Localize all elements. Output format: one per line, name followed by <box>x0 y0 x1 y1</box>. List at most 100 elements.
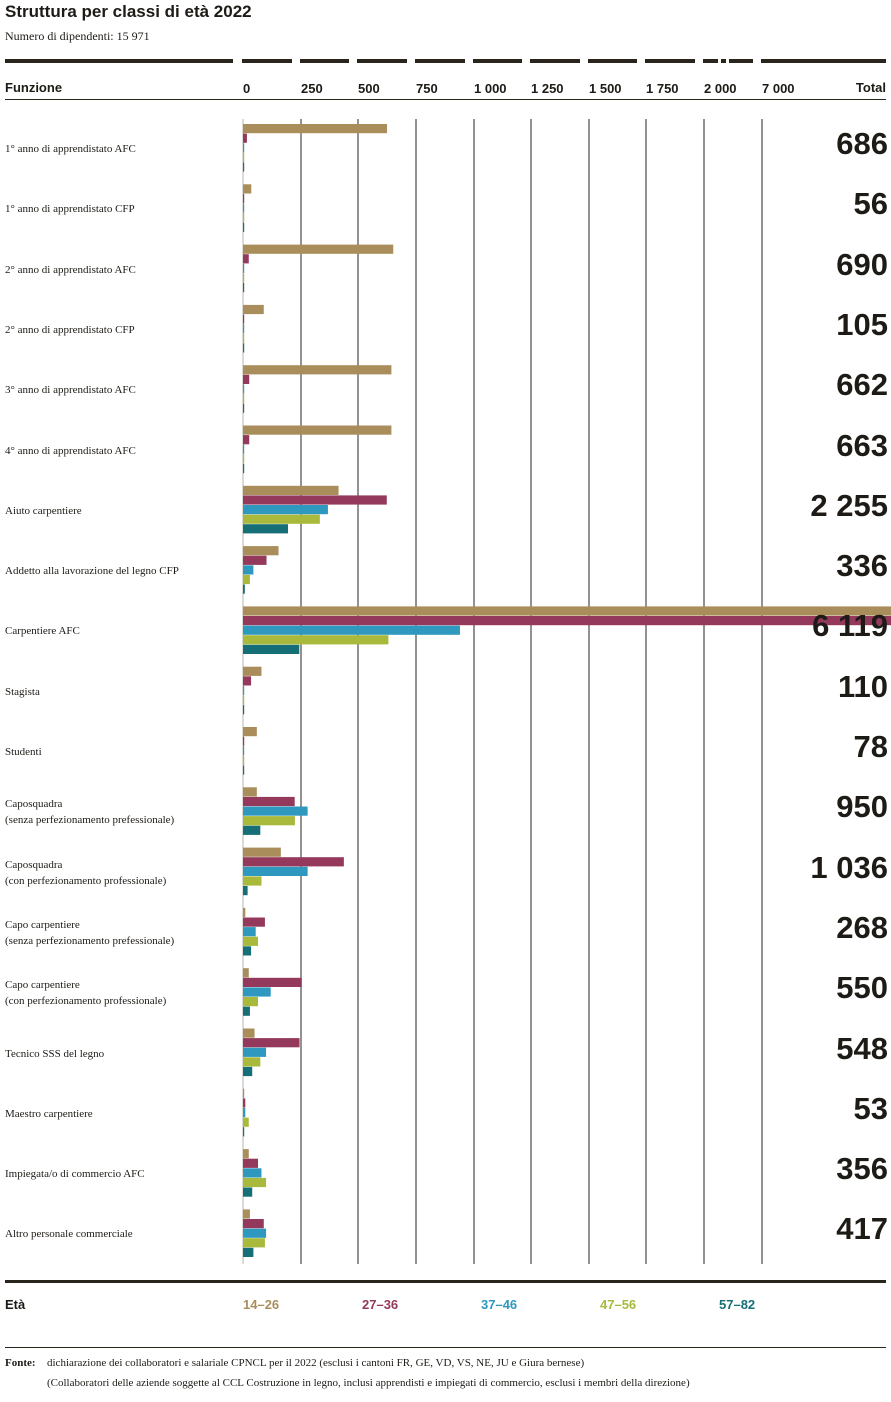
axis-break-gap <box>718 56 721 65</box>
bar <box>243 454 245 464</box>
bar <box>243 514 320 524</box>
bar <box>243 736 245 746</box>
bar <box>243 283 245 293</box>
category-label: 2° anno di apprendistato AFC <box>5 262 136 278</box>
bar <box>243 1158 259 1168</box>
total-value: 950 <box>836 789 888 825</box>
bar <box>243 936 259 946</box>
bar <box>243 574 250 585</box>
bar <box>243 635 389 645</box>
chart-title: Struttura per classi di età 2022 <box>5 2 252 21</box>
bar <box>243 505 328 515</box>
category-label-line: (con perfezionamento professionale) <box>5 874 167 887</box>
category-label-line: Capo carpentiere <box>5 918 80 931</box>
bar <box>243 425 392 435</box>
chart-subtitle: Numero di dipendenti: 15 971 <box>5 29 150 43</box>
bar <box>243 584 245 594</box>
bar <box>243 374 250 384</box>
bar <box>243 1168 262 1178</box>
bar <box>243 213 245 223</box>
bar <box>243 203 245 213</box>
top-rule-segment <box>357 59 407 63</box>
bar <box>243 162 245 172</box>
x-tick-label: 750 <box>416 81 438 96</box>
category-label-line: 2° anno di apprendistato CFP <box>5 323 135 336</box>
source-label: Fonte: <box>5 1357 36 1369</box>
bar <box>243 314 245 324</box>
bar <box>243 193 245 204</box>
bar <box>243 1066 253 1077</box>
total-value: 336 <box>836 548 888 584</box>
category-label-line: Maestro carpentiere <box>5 1107 93 1120</box>
bar <box>243 1219 264 1229</box>
bar <box>243 1247 254 1257</box>
top-rule-segment <box>761 59 886 63</box>
category-label-line: (senza perfezionamento prefessionale) <box>5 934 175 947</box>
category-label-line: 3° anno di apprendistato AFC <box>5 384 136 397</box>
x-tick-label: 2 000 <box>704 81 737 96</box>
bar <box>243 565 254 575</box>
total-value: 268 <box>836 909 888 945</box>
x-tick-label: 250 <box>301 81 323 96</box>
x-tick-label: 1 750 <box>646 81 679 96</box>
top-rule-segment <box>588 59 637 63</box>
bar <box>243 977 302 987</box>
total-value: 56 <box>853 186 888 222</box>
bar <box>243 968 249 978</box>
bar <box>243 152 245 162</box>
top-rule-segment <box>242 59 292 63</box>
bar <box>243 644 300 654</box>
bar <box>243 787 257 797</box>
legend-item: 37–46 <box>481 1297 518 1312</box>
category-label-line: Impiegata/o di commercio AFC <box>5 1168 145 1181</box>
footer-rule <box>5 1347 886 1348</box>
category-label: Aiuto carpentiere <box>5 503 82 519</box>
legend-item: 14–26 <box>243 1297 280 1312</box>
total-value: 690 <box>836 246 888 282</box>
category-label: Capo carpentiere (senza perfezionamento p… <box>5 917 174 949</box>
bar <box>243 524 289 534</box>
bar <box>243 1209 250 1219</box>
bar <box>243 746 245 756</box>
category-header: Funzione <box>5 80 63 95</box>
bar <box>243 254 249 264</box>
total-header: Total <box>855 80 886 95</box>
top-rule-segment <box>5 59 233 63</box>
bar <box>243 1047 267 1057</box>
total-value: 1 036 <box>810 849 888 885</box>
bar <box>243 1006 250 1016</box>
bar <box>243 1098 246 1108</box>
bar <box>243 866 308 876</box>
category-label: Altro personale commerciale <box>5 1226 133 1242</box>
category-label-line: Caposquadra <box>5 798 63 811</box>
category-label-line: Studenti <box>5 746 42 758</box>
bar <box>243 384 245 394</box>
bar <box>243 403 245 413</box>
x-tick-label: 7 000 <box>762 81 795 96</box>
bar <box>243 876 262 886</box>
category-label: 2° anno di apprendistato CFP <box>5 322 135 338</box>
bar <box>243 616 891 626</box>
bar <box>243 273 245 283</box>
x-tick-label: 1 000 <box>474 81 507 96</box>
bar <box>243 625 460 635</box>
category-label-line: 2° anno di apprendistato AFC <box>5 263 136 276</box>
category-label: Addetto alla lavorazione del legno CFP <box>5 563 179 579</box>
bar <box>243 463 245 474</box>
category-label-line: Caposquadra <box>5 858 63 871</box>
source-line-2: (Collaboratori delle aziende soggette al… <box>47 1377 690 1389</box>
bar <box>243 666 262 676</box>
bar <box>243 755 245 765</box>
category-label: 3° anno di apprendistato AFC <box>5 382 136 398</box>
category-label-line: 1° anno di apprendistato CFP <box>5 203 135 216</box>
top-rule-segment <box>415 59 465 63</box>
bar <box>243 365 392 375</box>
total-value: 6 119 <box>812 608 888 644</box>
bar <box>243 847 281 857</box>
bar <box>243 555 267 565</box>
total-value: 662 <box>836 367 888 403</box>
bar <box>243 816 295 826</box>
category-label: Carpentiere AFC <box>5 623 80 639</box>
total-value: 110 <box>837 668 888 704</box>
bar <box>243 343 245 353</box>
